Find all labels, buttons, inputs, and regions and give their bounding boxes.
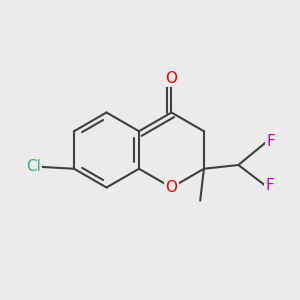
Text: F: F [266,178,274,193]
Text: F: F [267,134,275,149]
Text: O: O [166,180,178,195]
Text: Cl: Cl [26,159,41,174]
Text: O: O [166,71,178,86]
